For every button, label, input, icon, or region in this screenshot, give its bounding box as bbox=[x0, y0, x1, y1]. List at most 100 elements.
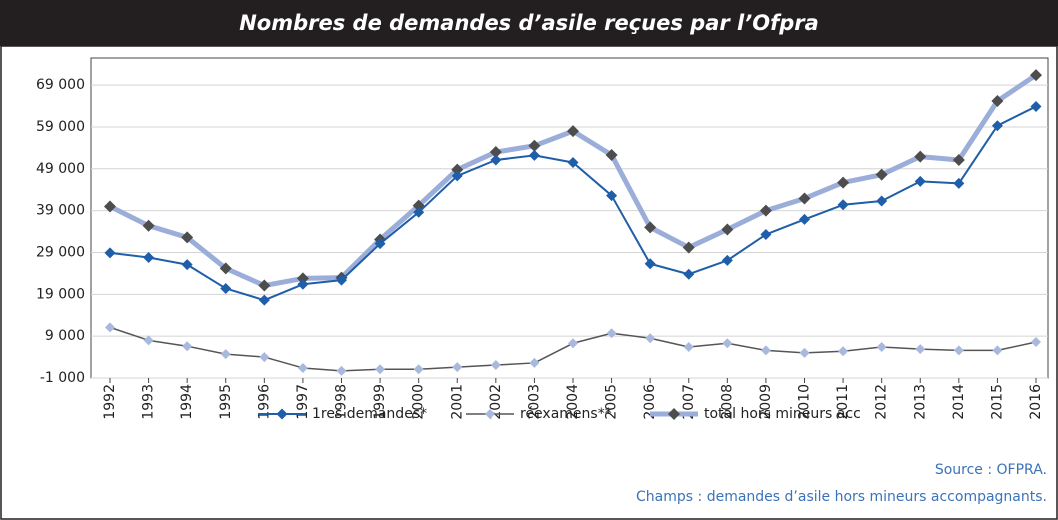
data-point bbox=[760, 345, 771, 356]
x-tick-label: 2004 bbox=[565, 384, 581, 420]
data-point bbox=[297, 278, 309, 290]
data-point bbox=[529, 357, 540, 368]
data-point bbox=[297, 362, 308, 373]
data-point bbox=[644, 221, 657, 234]
data-point bbox=[799, 347, 810, 358]
x-tick-label: 2007 bbox=[681, 384, 697, 420]
note: Champs : demandes d’asile hors mineurs a… bbox=[636, 489, 1047, 505]
legend-marker bbox=[668, 408, 680, 420]
y-tick-label: 9 000 bbox=[45, 328, 85, 344]
x-tick-label: 2008 bbox=[719, 384, 735, 420]
x-tick-label: 2015 bbox=[989, 384, 1005, 420]
data-point bbox=[991, 95, 1004, 108]
data-point bbox=[489, 146, 502, 159]
x-tick-label: 1994 bbox=[179, 384, 195, 420]
data-point bbox=[567, 125, 579, 138]
chart-title: Nombres de demandes d’asile reçues par l… bbox=[239, 11, 819, 35]
x-tick-label: 2009 bbox=[758, 384, 774, 420]
source: Source : OFPRA. bbox=[935, 462, 1047, 478]
data-point bbox=[104, 200, 116, 213]
data-point bbox=[452, 362, 463, 373]
data-point bbox=[143, 251, 155, 263]
data-point bbox=[682, 241, 695, 254]
data-point bbox=[220, 349, 231, 360]
data-point bbox=[875, 168, 888, 181]
data-point bbox=[567, 157, 579, 169]
x-tick-label: 1992 bbox=[102, 384, 118, 420]
x-tick-label: 2005 bbox=[604, 384, 620, 420]
data-point bbox=[606, 190, 618, 202]
data-point bbox=[915, 344, 926, 355]
data-point bbox=[721, 223, 734, 236]
y-tick-label: 19 000 bbox=[36, 286, 85, 302]
data-point bbox=[952, 154, 965, 167]
data-point bbox=[142, 219, 155, 232]
data-point bbox=[606, 328, 617, 339]
data-point bbox=[1031, 337, 1041, 348]
x-tick-label: 1995 bbox=[218, 384, 234, 420]
x-tick-label: 1999 bbox=[372, 384, 388, 420]
data-point bbox=[799, 213, 810, 225]
data-point bbox=[914, 150, 927, 163]
data-point bbox=[953, 345, 964, 356]
legend-label: 1res demandes* bbox=[312, 406, 427, 422]
data-point bbox=[336, 365, 347, 376]
y-tick-label: 69 000 bbox=[36, 77, 85, 93]
x-tick-label: 1993 bbox=[141, 384, 157, 420]
data-point bbox=[798, 192, 811, 205]
x-tick-label: 2001 bbox=[449, 384, 465, 420]
data-point bbox=[181, 231, 194, 244]
data-point bbox=[721, 254, 733, 266]
data-point bbox=[182, 341, 193, 352]
legend-label: réexamens** bbox=[520, 406, 612, 422]
y-tick-label: 39 000 bbox=[36, 203, 85, 219]
data-point bbox=[413, 364, 424, 375]
data-point bbox=[451, 170, 463, 182]
x-tick-label: 2000 bbox=[411, 384, 427, 420]
data-point bbox=[336, 274, 347, 286]
legend-label: total hors mineurs acc bbox=[704, 406, 861, 422]
legend-marker bbox=[485, 409, 495, 419]
data-point bbox=[1030, 100, 1042, 112]
data-point bbox=[837, 199, 849, 211]
x-tick-label: 1996 bbox=[256, 384, 272, 420]
x-tick-label: 2016 bbox=[1028, 384, 1044, 420]
data-point bbox=[992, 345, 1003, 356]
title-bar bbox=[0, 0, 1058, 46]
chart-frame bbox=[0, 45, 1058, 520]
data-point bbox=[991, 120, 1003, 132]
data-point bbox=[143, 335, 154, 346]
data-point bbox=[528, 139, 541, 152]
data-point bbox=[722, 338, 733, 349]
legend-marker bbox=[276, 408, 288, 420]
data-point bbox=[953, 177, 965, 189]
data-point bbox=[258, 279, 271, 292]
data-point bbox=[490, 154, 502, 166]
data-point bbox=[375, 364, 386, 375]
y-tick-label: -1 000 bbox=[40, 370, 85, 386]
data-point bbox=[104, 247, 116, 259]
x-tick-label: 2014 bbox=[951, 384, 967, 420]
data-point bbox=[296, 272, 309, 285]
x-tick-label: 1997 bbox=[295, 384, 311, 420]
x-tick-label: 2011 bbox=[835, 384, 851, 420]
data-point bbox=[413, 206, 425, 218]
data-point bbox=[760, 228, 772, 240]
data-point bbox=[568, 338, 578, 349]
data-point bbox=[181, 259, 193, 271]
data-point bbox=[683, 268, 695, 280]
data-point bbox=[374, 238, 386, 250]
data-point bbox=[759, 204, 772, 217]
data-point bbox=[1030, 69, 1042, 82]
y-tick-label: 29 000 bbox=[36, 244, 85, 260]
data-point bbox=[644, 258, 656, 270]
data-point bbox=[259, 352, 270, 363]
y-tick-label: 49 000 bbox=[36, 161, 85, 177]
series-line bbox=[109, 326, 1037, 372]
x-tick-label: 2013 bbox=[912, 384, 928, 420]
data-point bbox=[490, 360, 501, 371]
data-point bbox=[838, 346, 849, 357]
data-point bbox=[105, 322, 115, 333]
data-point bbox=[219, 262, 232, 275]
